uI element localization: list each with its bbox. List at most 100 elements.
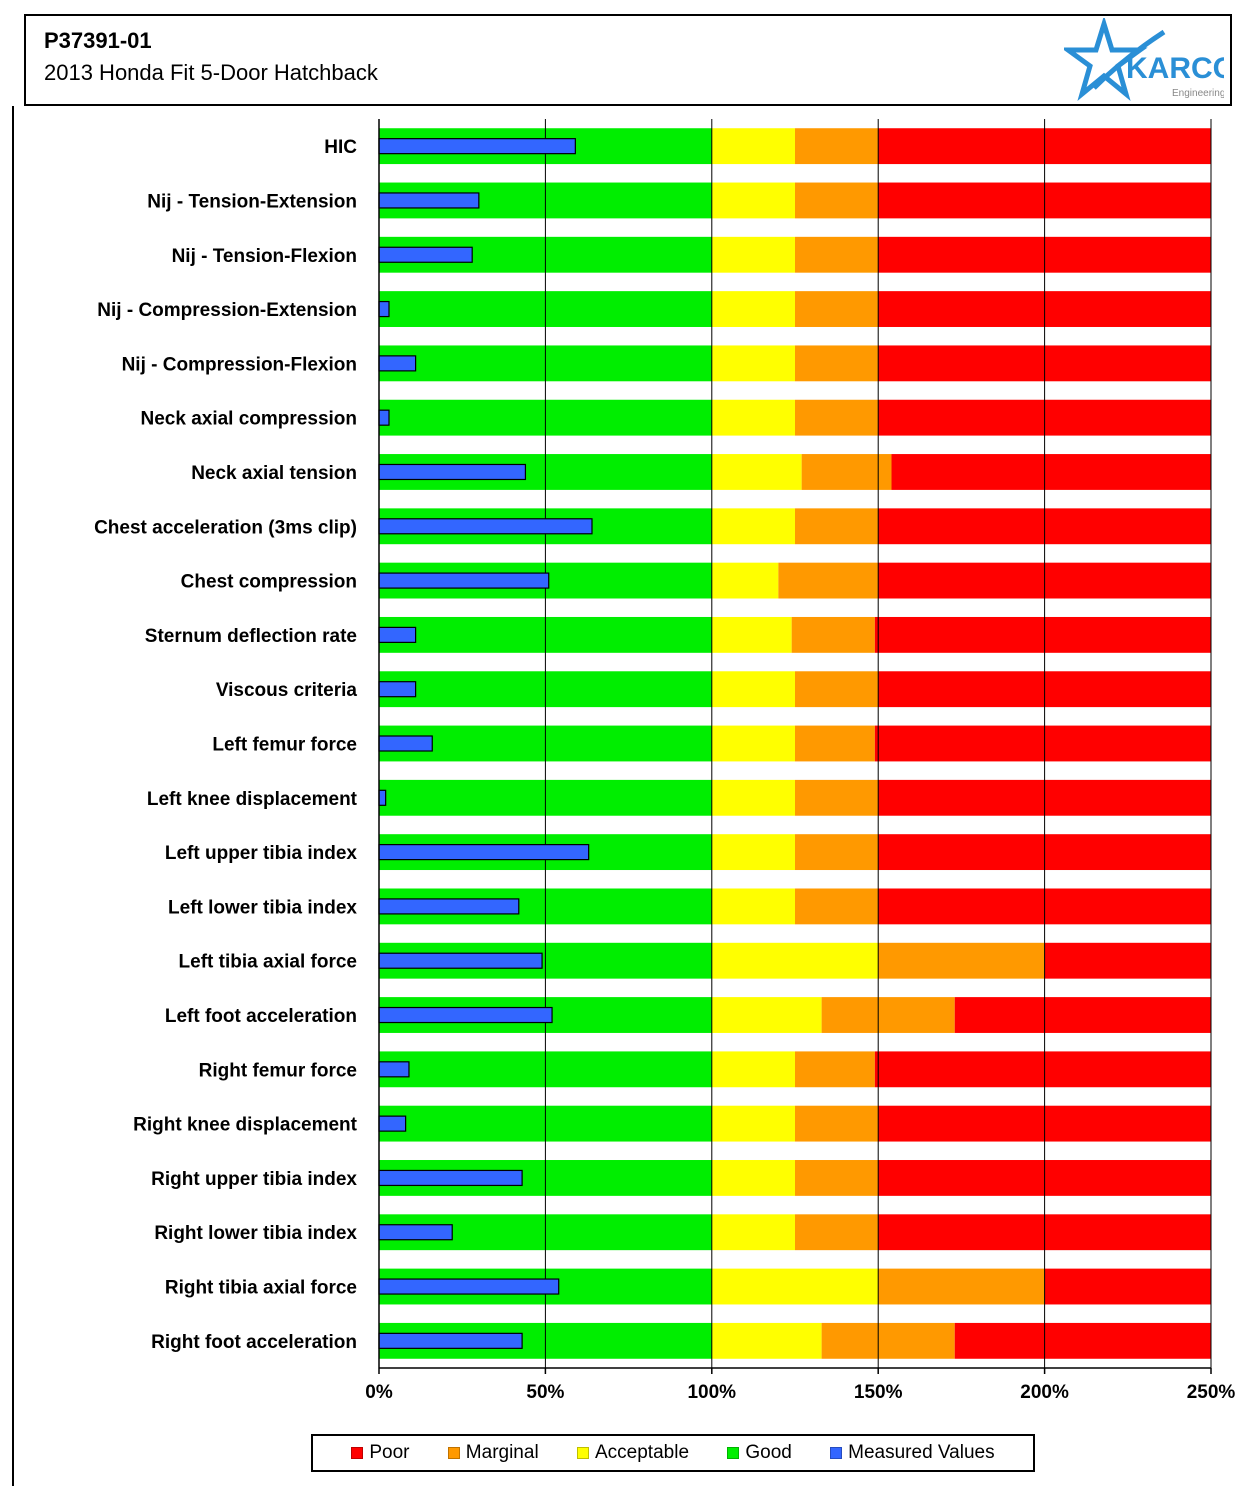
acceptable-band [711, 1214, 795, 1251]
row-label: Left tibia axial force [179, 952, 357, 973]
measured-bar [378, 1332, 523, 1349]
x-tick-label: 50% [526, 1382, 564, 1403]
row-label: Nij - Compression-Flexion [122, 354, 357, 375]
acceptable-band [711, 725, 795, 762]
acceptable-band [711, 671, 795, 708]
x-tick-label: 150% [854, 1382, 903, 1403]
acceptable-band [711, 834, 795, 871]
measured-bar [378, 898, 520, 915]
legend-item: Marginal [447, 1442, 539, 1464]
poor-band [874, 616, 1211, 653]
header-box: P37391-01 2013 Honda Fit 5-Door Hatchbac… [24, 14, 1232, 106]
measured-bar [378, 844, 590, 861]
row-label: Right knee displacement [133, 1115, 358, 1136]
measured-bar [378, 463, 527, 481]
measured-bar [378, 1006, 553, 1024]
acceptable-band [711, 888, 795, 925]
acceptable-band [711, 508, 795, 545]
marginal-band [791, 616, 875, 653]
row-label: Left upper tibia index [165, 843, 358, 864]
measured-bar [378, 1061, 410, 1078]
marginal-band [795, 236, 879, 273]
row-label: Right upper tibia index [151, 1169, 357, 1190]
marginal-band [795, 399, 879, 436]
row-label: Nij - Tension-Extension [147, 191, 357, 212]
marginal-band [795, 128, 879, 165]
legend-label: Measured Values [848, 1442, 995, 1463]
legend-swatch [727, 1447, 740, 1459]
marginal-band [878, 1268, 1045, 1305]
marginal-band [795, 1214, 879, 1251]
legend-swatch [447, 1447, 460, 1459]
logo-subtext: Engineering [1172, 88, 1224, 99]
marginal-band [795, 725, 875, 762]
acceptable-band [711, 942, 879, 979]
measured-bar [378, 300, 390, 318]
marginal-band [795, 888, 879, 925]
marginal-band [795, 834, 879, 871]
acceptable-band [711, 1051, 795, 1088]
acceptable-band [711, 128, 795, 165]
measured-bar [378, 1169, 523, 1187]
acceptable-band [711, 1268, 879, 1305]
legend-item: Good [727, 1442, 792, 1464]
frame-left-border [12, 106, 14, 1486]
row-label: Nij - Tension-Flexion [172, 246, 357, 267]
acceptable-band [711, 236, 795, 273]
poor-band [874, 1051, 1211, 1088]
measured-bar [378, 626, 417, 643]
measured-bar [378, 246, 473, 263]
legend-item: Poor [351, 1442, 409, 1464]
poor-band [874, 725, 1211, 762]
legend-label: Marginal [465, 1442, 539, 1463]
measured-bar [378, 735, 433, 752]
row-label: Right lower tibia index [154, 1223, 357, 1244]
measured-bar [378, 572, 550, 589]
marginal-band [795, 345, 879, 382]
marginal-band [795, 1160, 879, 1196]
acceptable-band [711, 997, 822, 1033]
measured-bar [378, 192, 480, 209]
row-label: Chest acceleration (3ms clip) [94, 517, 357, 538]
marginal-band [795, 182, 879, 219]
acceptable-band [711, 1105, 795, 1142]
poor-band [954, 997, 1211, 1033]
acceptable-band [711, 779, 795, 816]
marginal-band [878, 942, 1045, 979]
marginal-band [795, 779, 879, 816]
marginal-band [801, 454, 892, 490]
measured-bar [378, 518, 593, 535]
legend: Poor Marginal Acceptable Good Measured Value… [311, 1434, 1035, 1472]
row-label: HIC [324, 137, 357, 158]
measured-bar [378, 1224, 453, 1241]
measured-bar [378, 1115, 407, 1132]
measured-bar [378, 409, 390, 426]
karco-logo: KARCO Engineering [1064, 18, 1224, 101]
row-label: Right tibia axial force [165, 1278, 357, 1299]
x-tick-label: 0% [365, 1382, 393, 1403]
row-label: Neck axial compression [141, 409, 358, 430]
row-label: Left foot acceleration [165, 1006, 357, 1027]
marginal-band [795, 1105, 879, 1142]
measured-bar [378, 681, 417, 698]
legend-swatch [577, 1447, 589, 1459]
row-label: Chest compression [181, 572, 357, 593]
marginal-band [821, 1322, 955, 1359]
poor-band [891, 454, 1211, 490]
acceptable-band [711, 345, 795, 382]
row-label: Viscous criteria [216, 680, 358, 701]
acceptable-band [711, 1322, 822, 1359]
poor-band [1044, 942, 1211, 979]
legend-item: Measured Values [830, 1442, 995, 1464]
row-label: Left lower tibia index [168, 897, 357, 918]
logo-text: KARCO [1126, 52, 1224, 85]
marginal-band [795, 508, 879, 545]
row-label: Left femur force [212, 735, 357, 756]
acceptable-band [711, 1160, 795, 1196]
row-label: Right foot acceleration [151, 1332, 357, 1353]
measured-bar [378, 355, 417, 372]
measured-bar [378, 789, 387, 806]
acceptable-band [711, 616, 792, 653]
legend-swatch [351, 1447, 364, 1459]
marginal-band [778, 562, 879, 599]
